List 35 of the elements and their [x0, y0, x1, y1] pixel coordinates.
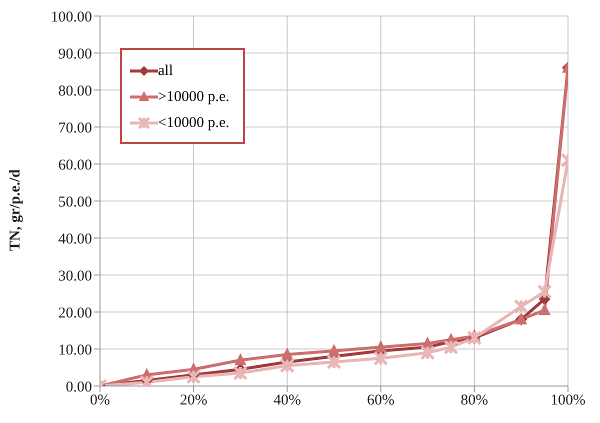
y-tick-label: 100.00 — [50, 9, 92, 26]
legend-label: >10000 p.e. — [158, 88, 230, 106]
y-tick-label: 10.00 — [58, 342, 92, 358]
x-tick-label: 80% — [460, 392, 488, 409]
legend-label: all — [158, 62, 173, 80]
y-tick-label: 80.00 — [58, 83, 92, 100]
y-tick-label: 40.00 — [58, 231, 92, 248]
point — [232, 366, 248, 381]
point — [326, 354, 342, 370]
y-tick-label: 0.00 — [66, 379, 92, 396]
point — [280, 358, 295, 374]
point — [186, 369, 202, 384]
y-tick-label: 60.00 — [58, 157, 92, 174]
point — [420, 345, 436, 360]
x-tick-label: 100% — [550, 392, 586, 409]
y-tick-label: 20.00 — [58, 305, 92, 322]
x-tick-label: 0% — [90, 392, 110, 409]
y-tick-label: 70.00 — [58, 120, 92, 136]
point — [444, 340, 458, 355]
x-tick-label: 40% — [273, 392, 301, 409]
y-tick-label: 30.00 — [58, 268, 92, 284]
point — [514, 298, 529, 314]
y-tick-label: 90.00 — [58, 46, 92, 62]
point — [373, 350, 388, 366]
point — [328, 344, 340, 356]
x-tick-label: 60% — [367, 392, 395, 409]
y-tick-label: 50.00 — [58, 194, 92, 210]
legend-label: <10000 p.e. — [158, 114, 230, 132]
point — [281, 348, 294, 360]
x-tick-label: 20% — [180, 392, 208, 409]
point — [537, 284, 552, 300]
point — [538, 303, 551, 316]
point — [374, 340, 387, 352]
point — [234, 353, 246, 366]
y-axis-title: TN, gr/p.e./d — [7, 168, 24, 251]
